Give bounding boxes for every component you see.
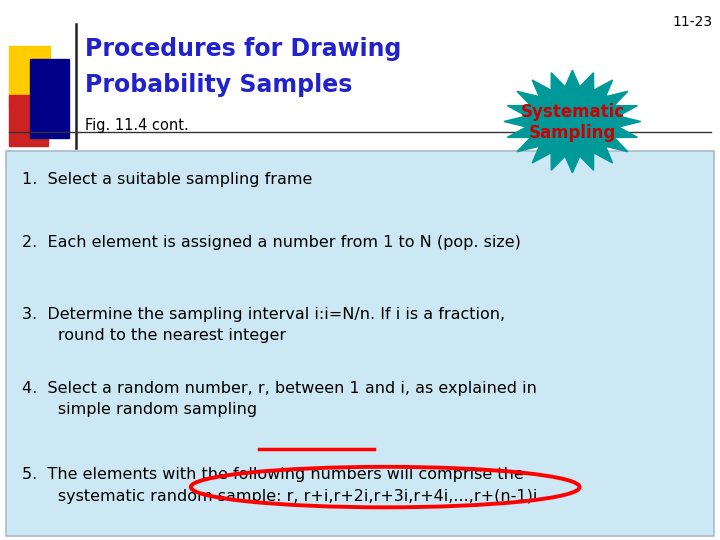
Bar	[30, 59, 69, 138]
Text: Systematic: Systematic	[521, 103, 624, 121]
Bar	[0, 0, 720, 148]
Text: 4.  Select a random number, r, between 1 and i, as explained in
       simple ra: 4. Select a random number, r, between 1 …	[22, 381, 536, 417]
Text: Procedures for Drawing: Procedures for Drawing	[85, 37, 401, 60]
Text: 5.  The elements with the following numbers will comprise the
       systematic : 5. The elements with the following numbe…	[22, 467, 537, 504]
Bar	[6, 151, 714, 536]
Text: 3.  Determine the sampling interval i:i=N/n. If i is a fraction,
       round to: 3. Determine the sampling interval i:i=N…	[22, 307, 505, 343]
Text: 2.  Each element is assigned a number from 1 to N (pop. size): 2. Each element is assigned a number fro…	[22, 235, 521, 250]
Text: 1.  Select a suitable sampling frame: 1. Select a suitable sampling frame	[22, 172, 312, 187]
Bar	[9, 94, 48, 146]
Text: 11-23: 11-23	[672, 15, 713, 29]
Text: Fig. 11.4 cont.: Fig. 11.4 cont.	[85, 118, 189, 133]
Polygon shape	[504, 70, 641, 173]
Bar	[9, 46, 50, 108]
Text: Probability Samples: Probability Samples	[85, 73, 352, 97]
Text: Sampling: Sampling	[528, 124, 616, 143]
